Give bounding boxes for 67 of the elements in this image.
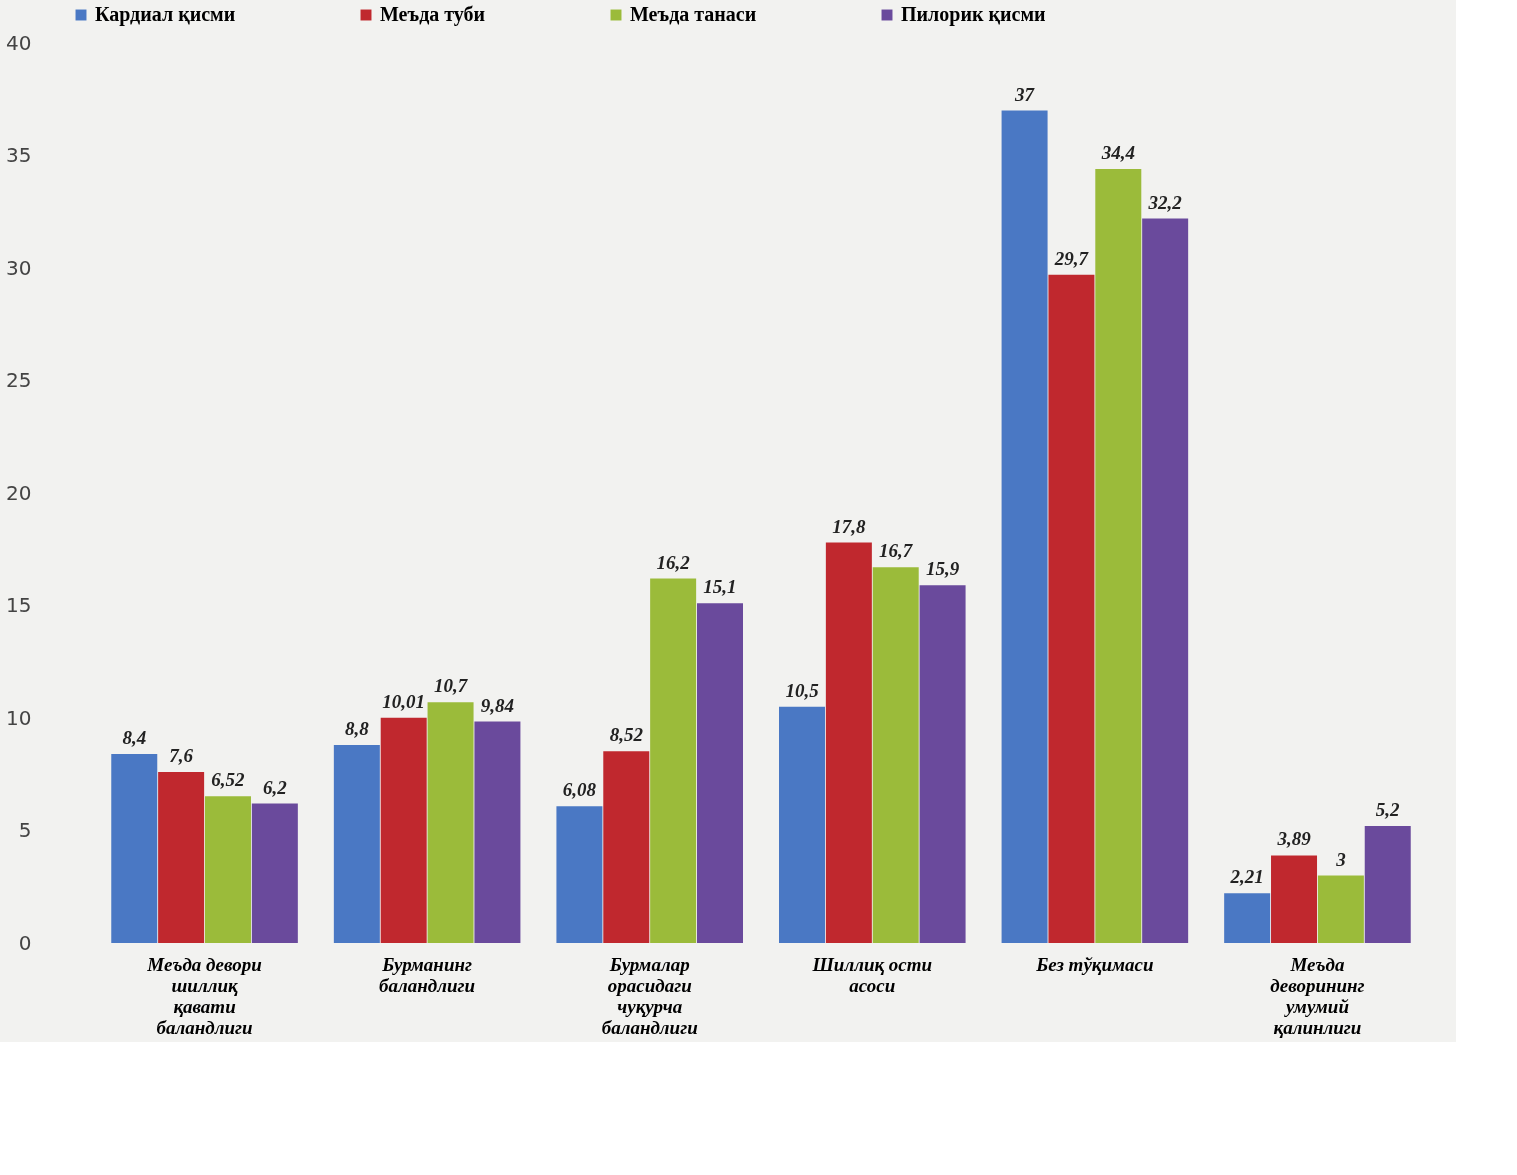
bar — [158, 772, 205, 943]
y-tick-label: 5 — [18, 818, 32, 842]
data-label: 10,7 — [433, 675, 469, 697]
y-tick-label: 0 — [18, 930, 32, 955]
bar — [697, 603, 743, 943]
bar — [556, 806, 603, 943]
bar — [1095, 169, 1142, 943]
data-label: 34,4 — [1100, 142, 1135, 163]
data-label: 8,52 — [609, 724, 644, 746]
data-label: 17,8 — [832, 515, 866, 537]
bar — [1364, 826, 1411, 943]
bar — [1048, 274, 1095, 943]
bar — [919, 585, 966, 943]
y-tick-label: 30 — [6, 255, 32, 280]
legend-label: Кардиал қисми — [95, 3, 236, 26]
legend-label: Меъда туби — [380, 3, 486, 26]
x-tick-label: Без тўқимаси — [1035, 953, 1154, 975]
y-tick-label: 20 — [6, 480, 32, 505]
bar — [1142, 218, 1189, 943]
data-label: 8,4 — [122, 727, 147, 748]
y-tick-label: 15 — [6, 593, 32, 617]
bar — [251, 803, 298, 943]
x-tick-label: Меъда девори шиллиқ қавати баландлиги — [146, 953, 262, 1038]
legend-label: Меъда танаси — [630, 3, 757, 25]
x-tick-label: Меъда деворининг умумий қалинлиги — [1270, 953, 1365, 1038]
bar — [1271, 855, 1318, 943]
bar — [779, 706, 825, 943]
bar — [1224, 893, 1271, 943]
bar — [1317, 875, 1364, 943]
data-label: 9,84 — [480, 694, 515, 716]
bar — [427, 702, 474, 943]
data-label: 29,7 — [1053, 247, 1090, 269]
data-label: 16,2 — [656, 551, 691, 573]
legend-label: Пилорик қисми — [901, 3, 1046, 26]
y-tick-label: 35 — [6, 143, 32, 167]
y-tick-label: 40 — [6, 30, 32, 55]
x-tick-label: Шиллиқ ости асоси — [811, 953, 933, 996]
data-label: 32,2 — [1147, 191, 1183, 213]
bar — [603, 751, 650, 943]
data-label: 10,5 — [785, 679, 820, 701]
bar — [204, 796, 251, 943]
bar — [333, 745, 380, 943]
data-label: 6,2 — [262, 776, 288, 798]
bar — [825, 542, 872, 943]
x-tick-label: Бурмалар орасидаги чуқурча баландлиги — [601, 953, 698, 1038]
data-label: 15,1 — [703, 576, 737, 598]
data-label: 7,6 — [169, 745, 194, 766]
data-label: 10,01 — [382, 690, 426, 712]
bar — [1001, 110, 1048, 943]
bar — [872, 567, 919, 943]
data-label: 5,2 — [1375, 799, 1401, 820]
data-label: 37 — [1014, 83, 1036, 105]
y-tick-label: 10 — [6, 705, 32, 730]
x-tick-label: Бурманинг баландлиги — [379, 953, 476, 996]
bar — [380, 717, 427, 943]
data-label: 16,7 — [879, 540, 914, 562]
data-label: 15,9 — [925, 558, 960, 580]
bar — [650, 578, 697, 943]
bar — [111, 754, 158, 943]
data-label: 3,89 — [1276, 828, 1312, 850]
data-label: 3 — [1335, 848, 1346, 870]
data-label: 6,08 — [562, 779, 597, 801]
data-label: 6,52 — [211, 769, 246, 791]
bar — [474, 721, 521, 943]
y-tick-label: 25 — [6, 368, 32, 392]
data-label: 8,8 — [344, 718, 370, 739]
data-label: 2,21 — [1229, 866, 1264, 888]
